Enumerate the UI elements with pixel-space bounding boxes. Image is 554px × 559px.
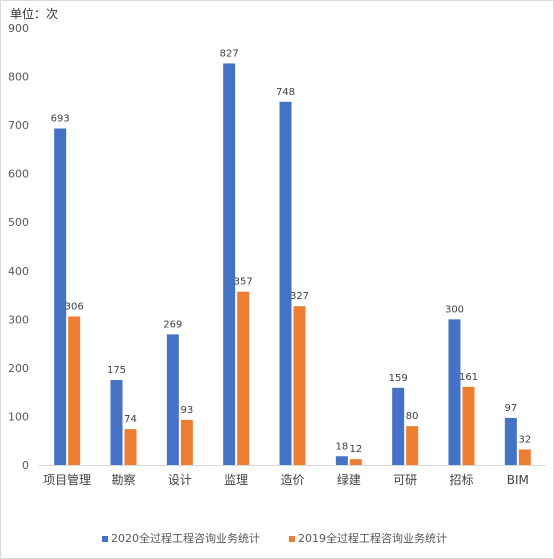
- x-category-label: 监理: [224, 473, 248, 487]
- data-label: 300: [445, 304, 464, 315]
- data-label: 161: [459, 372, 478, 383]
- bar-2020: [335, 456, 348, 465]
- legend-label: 2019全过程工程咨询业务统计: [298, 531, 447, 545]
- bar-2020: [166, 334, 179, 465]
- bar-2019: [124, 429, 137, 465]
- legend-swatch: [289, 536, 295, 542]
- x-category-label: 绿建: [337, 472, 361, 487]
- data-label: 327: [290, 291, 309, 302]
- y-tick-label: 400: [8, 265, 29, 278]
- x-category-label: 项目管理: [43, 472, 91, 487]
- data-label: 159: [389, 373, 408, 384]
- bar-2020: [54, 128, 67, 465]
- data-label: 306: [65, 301, 84, 312]
- data-label: 80: [406, 411, 419, 422]
- data-label: 74: [124, 414, 137, 425]
- bar-2019: [293, 306, 306, 465]
- x-category-label: 设计: [168, 473, 192, 487]
- legend-label: 2020全过程工程咨询业务统计: [111, 531, 260, 545]
- bar-2020: [504, 417, 517, 465]
- bar-2019: [518, 449, 531, 465]
- legend-swatch: [102, 536, 108, 542]
- bar-2019: [406, 426, 419, 465]
- y-tick-label: 200: [8, 362, 29, 375]
- y-tick-label: 900: [8, 22, 29, 35]
- y-tick-label: 800: [8, 71, 29, 84]
- y-tick-label: 100: [8, 410, 29, 423]
- y-tick-label: 500: [8, 216, 29, 229]
- y-tick-label: 300: [8, 313, 29, 326]
- bar-2019: [462, 386, 475, 465]
- bar-2020: [448, 319, 461, 465]
- data-label: 32: [518, 434, 531, 445]
- data-label: 97: [504, 403, 517, 414]
- data-label: 827: [220, 48, 239, 59]
- bar-2019: [180, 419, 193, 465]
- data-label: 175: [107, 365, 126, 376]
- bar-2019: [237, 291, 250, 465]
- data-label: 93: [180, 405, 193, 416]
- bar-2020: [110, 380, 123, 465]
- x-category-label: BIM: [507, 473, 529, 487]
- data-label: 357: [234, 277, 253, 288]
- bar-2020: [392, 387, 405, 465]
- y-tick-label: 600: [8, 168, 29, 181]
- data-label: 269: [163, 319, 182, 330]
- x-category-label: 可研: [393, 473, 417, 487]
- y-tick-label: 0: [22, 459, 29, 472]
- bar-2019: [68, 316, 81, 465]
- data-label: 18: [335, 441, 348, 452]
- x-category-label: 造价: [280, 473, 304, 487]
- data-label: 12: [349, 444, 362, 455]
- x-category-label: 招标: [449, 473, 473, 487]
- y-tick-label: 700: [8, 119, 29, 132]
- bar-2019: [349, 459, 362, 465]
- data-label: 693: [51, 114, 70, 125]
- bar-2020: [279, 101, 292, 465]
- data-label: 748: [276, 87, 295, 98]
- x-category-label: 勘察: [111, 473, 135, 487]
- unit-label: 单位：次: [10, 7, 59, 21]
- bar-2020: [223, 63, 236, 465]
